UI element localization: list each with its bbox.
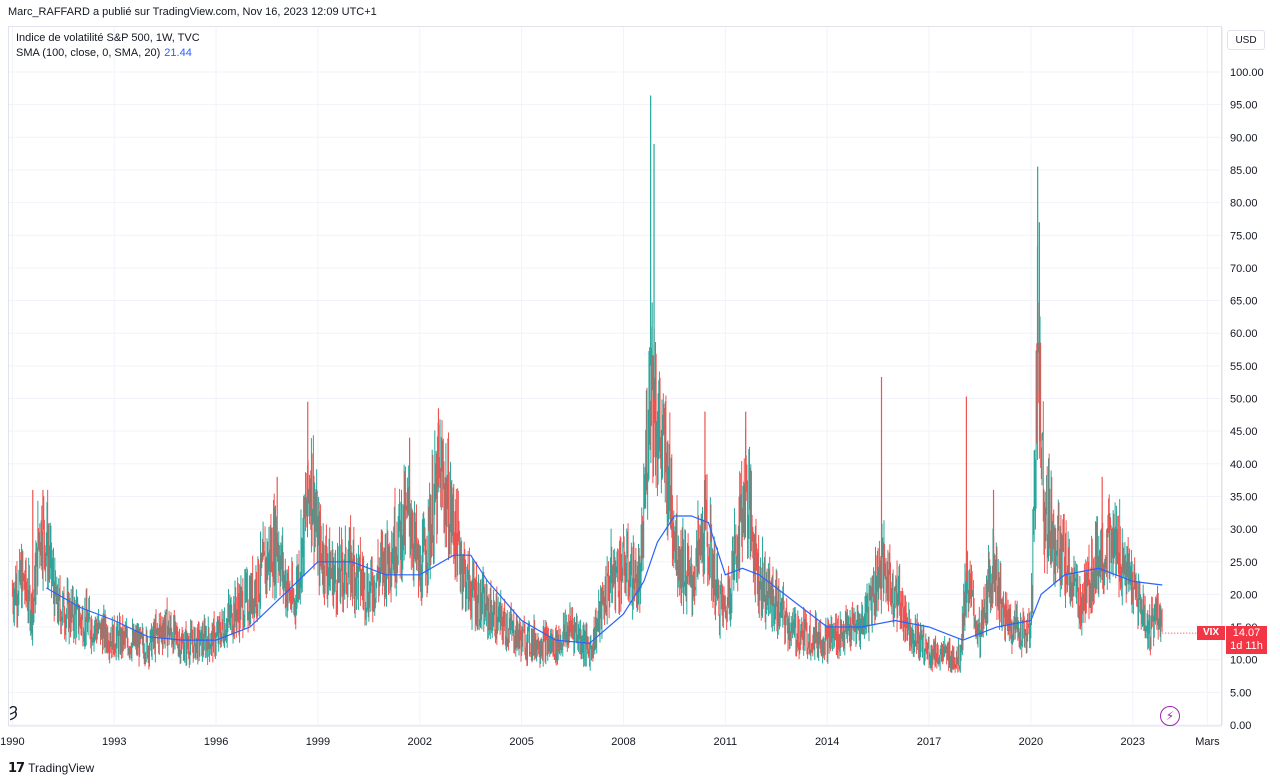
y-tick-label: 85.00 (1230, 165, 1258, 177)
sma-value: 21.44 (164, 47, 192, 59)
bar-countdown: 1d 11h (1230, 640, 1263, 652)
y-tick-label: 20.00 (1230, 589, 1258, 601)
vix-chart[interactable]: 0.005.0010.0015.0020.0025.0030.0035.0040… (0, 0, 1280, 760)
y-tick-label: 10.00 (1230, 655, 1258, 667)
brand-name: TradingView (28, 761, 95, 775)
x-tick-label: 2023 (1120, 736, 1144, 748)
x-tick-label: 2008 (611, 736, 635, 748)
current-price-marker: VIX 14.07 1d 11h (1197, 626, 1267, 654)
currency-button[interactable]: USD (1227, 30, 1265, 50)
price-tag: 14.07 1d 11h (1226, 626, 1267, 654)
x-tick-label: 1990 (0, 736, 24, 748)
y-tick-label: 5.00 (1230, 687, 1251, 699)
bolt-icon[interactable]: ⚡ (1160, 706, 1180, 726)
y-tick-label: 45.00 (1230, 426, 1258, 438)
x-tick-label: 2014 (815, 736, 839, 748)
x-tick-label: 2005 (509, 736, 533, 748)
tradingview-logo-icon: 𝟭𝟳 (8, 760, 25, 775)
x-tick-label: 2011 (714, 736, 738, 748)
x-tick-label: 1993 (102, 736, 126, 748)
y-tick-label: 35.00 (1230, 491, 1258, 503)
y-tick-label: 55.00 (1230, 361, 1258, 373)
y-tick-label: 40.00 (1230, 459, 1258, 471)
publish-info: Marc_RAFFARD a publié sur TradingView.co… (8, 6, 377, 18)
sma-label: SMA (100, close, 0, SMA, 20) (16, 47, 161, 59)
legend-sma[interactable]: SMA (100, close, 0, SMA, 20) 21.44 (16, 46, 200, 61)
x-tick-label: 2020 (1019, 736, 1043, 748)
candles (11, 246, 1163, 673)
y-tick-label: 80.00 (1230, 198, 1258, 210)
y-tick-label: 30.00 (1230, 524, 1258, 536)
x-tick-label: 1996 (204, 736, 228, 748)
y-tick-label: 65.00 (1230, 296, 1258, 308)
y-tick-label: 0.00 (1230, 720, 1251, 732)
y-tick-label: 70.00 (1230, 263, 1258, 275)
y-tick-label: 25.00 (1230, 557, 1258, 569)
y-tick-label: 60.00 (1230, 328, 1258, 340)
y-tick-label: 100.00 (1230, 67, 1264, 79)
legend-title[interactable]: Indice de volatilité S&P 500, 1W, TVC (16, 32, 200, 44)
symbol-tag: VIX (1197, 626, 1225, 640)
y-tick-label: 90.00 (1230, 132, 1258, 144)
x-tick-label: 2017 (917, 736, 941, 748)
x-tick-label: Mars (1195, 736, 1220, 748)
sma-line (46, 515, 1163, 645)
current-price: 14.07 (1232, 627, 1261, 639)
y-tick-label: 95.00 (1230, 100, 1258, 112)
chart-legend: Indice de volatilité S&P 500, 1W, TVC SM… (16, 31, 200, 61)
x-tick-label: 1999 (306, 736, 330, 748)
scroll-handle-icon[interactable]: Ȝ (9, 704, 18, 721)
x-tick-label: 2002 (408, 736, 432, 748)
y-tick-label: 50.00 (1230, 394, 1258, 406)
y-tick-label: 75.00 (1230, 230, 1258, 242)
footer-brand[interactable]: 𝟭𝟳 TradingView (8, 760, 94, 776)
